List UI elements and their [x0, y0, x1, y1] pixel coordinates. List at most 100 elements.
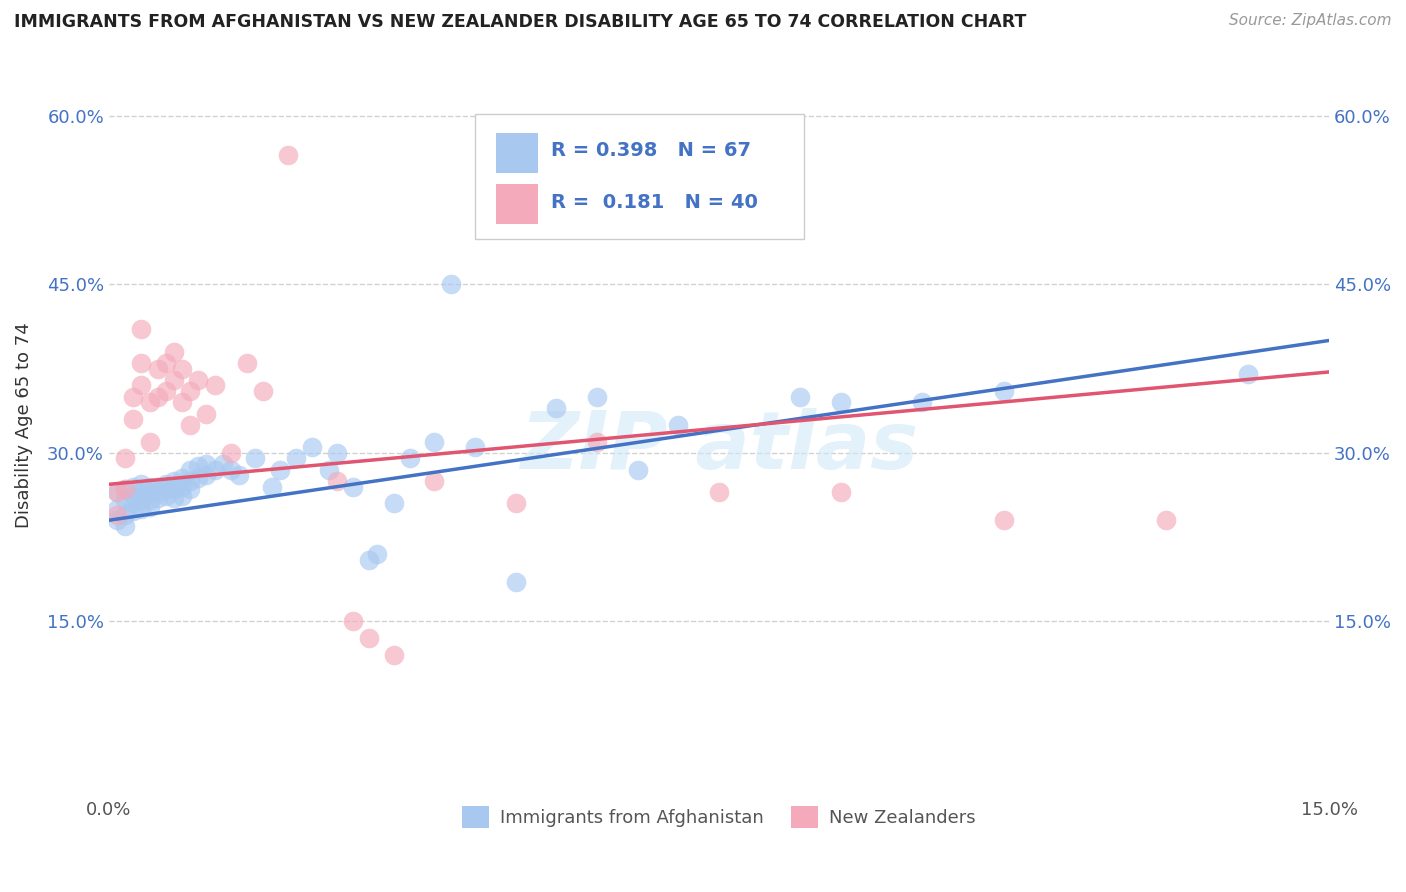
Point: [179, 474, 201, 488]
Point: [155, 477, 177, 491]
Point: [830, 485, 852, 500]
Point: [105, 513, 128, 527]
Point: [260, 479, 283, 493]
Point: [179, 384, 201, 398]
Point: [342, 479, 364, 493]
Point: [146, 390, 169, 404]
Point: [172, 361, 194, 376]
Point: [1156, 513, 1178, 527]
Point: [105, 485, 128, 500]
Point: [131, 356, 153, 370]
Point: [505, 575, 527, 590]
Point: [789, 390, 811, 404]
Point: [138, 434, 160, 449]
Point: [1236, 368, 1258, 382]
Point: [707, 485, 730, 500]
Point: [219, 446, 242, 460]
Point: [252, 384, 274, 398]
Point: [359, 552, 381, 566]
Text: ZIP atlas: ZIP atlas: [520, 408, 918, 485]
Point: [122, 390, 145, 404]
Point: [586, 434, 609, 449]
Point: [105, 508, 128, 522]
Point: [138, 485, 160, 500]
Text: Source: ZipAtlas.com: Source: ZipAtlas.com: [1229, 13, 1392, 29]
Point: [195, 457, 218, 471]
Point: [163, 482, 186, 496]
Point: [398, 451, 420, 466]
Point: [366, 547, 388, 561]
Legend: Immigrants from Afghanistan, New Zealanders: Immigrants from Afghanistan, New Zealand…: [456, 799, 983, 836]
Point: [464, 440, 486, 454]
Point: [318, 463, 340, 477]
Point: [138, 395, 160, 409]
Point: [830, 395, 852, 409]
Point: [236, 356, 259, 370]
Point: [179, 417, 201, 432]
Point: [146, 361, 169, 376]
Point: [114, 482, 136, 496]
Point: [105, 485, 128, 500]
Point: [138, 479, 160, 493]
Point: [439, 277, 461, 292]
Point: [382, 496, 405, 510]
Point: [105, 502, 128, 516]
Point: [195, 468, 218, 483]
Point: [138, 493, 160, 508]
FancyBboxPatch shape: [475, 114, 804, 238]
Point: [172, 395, 194, 409]
Point: [163, 344, 186, 359]
Point: [122, 412, 145, 426]
FancyBboxPatch shape: [496, 184, 538, 224]
Point: [131, 378, 153, 392]
Point: [423, 474, 446, 488]
Point: [131, 477, 153, 491]
Point: [172, 479, 194, 493]
Point: [122, 489, 145, 503]
Point: [204, 463, 226, 477]
Point: [146, 479, 169, 493]
Point: [155, 489, 177, 503]
Point: [269, 463, 291, 477]
Point: [195, 407, 218, 421]
Point: [114, 519, 136, 533]
Point: [114, 493, 136, 508]
Point: [187, 373, 209, 387]
Point: [204, 378, 226, 392]
FancyBboxPatch shape: [496, 133, 538, 173]
Point: [586, 390, 609, 404]
Point: [228, 468, 250, 483]
Y-axis label: Disability Age 65 to 74: Disability Age 65 to 74: [15, 322, 32, 528]
Text: IMMIGRANTS FROM AFGHANISTAN VS NEW ZEALANDER DISABILITY AGE 65 TO 74 CORRELATION: IMMIGRANTS FROM AFGHANISTAN VS NEW ZEALA…: [14, 13, 1026, 31]
Point: [325, 446, 347, 460]
Point: [155, 482, 177, 496]
Point: [146, 485, 169, 500]
Point: [219, 463, 242, 477]
Point: [382, 648, 405, 662]
Point: [131, 502, 153, 516]
Point: [114, 508, 136, 522]
Point: [301, 440, 323, 454]
Point: [666, 417, 689, 432]
Point: [546, 401, 568, 415]
Point: [122, 504, 145, 518]
Point: [245, 451, 267, 466]
Point: [359, 632, 381, 646]
Point: [325, 474, 347, 488]
Point: [626, 463, 648, 477]
Point: [179, 463, 201, 477]
Point: [122, 479, 145, 493]
Point: [211, 457, 233, 471]
Point: [131, 493, 153, 508]
Point: [911, 395, 934, 409]
Point: [114, 451, 136, 466]
Point: [172, 489, 194, 503]
Point: [131, 485, 153, 500]
Point: [114, 482, 136, 496]
Point: [505, 496, 527, 510]
Point: [284, 451, 307, 466]
Point: [179, 482, 201, 496]
Point: [163, 373, 186, 387]
Point: [131, 322, 153, 336]
Point: [342, 615, 364, 629]
